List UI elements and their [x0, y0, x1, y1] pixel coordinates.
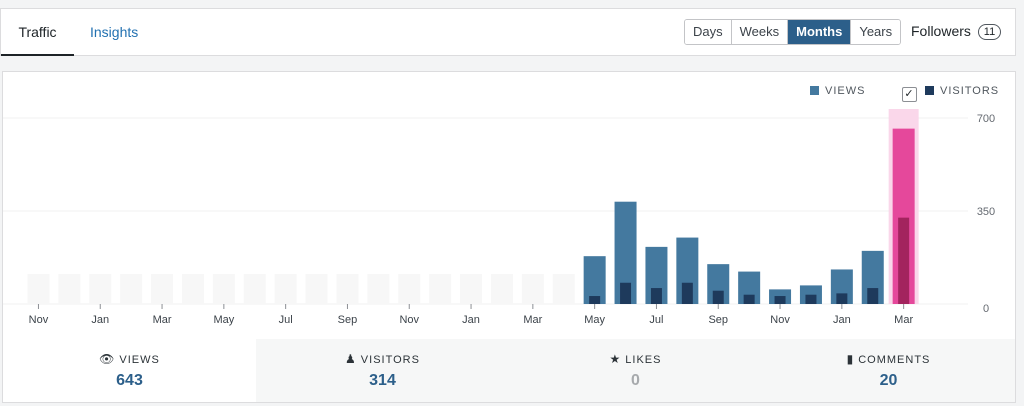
empty-bar[interactable]	[212, 274, 235, 304]
x-tick-label: Nov	[29, 314, 49, 326]
stat-tab-likes[interactable]: ★ LIKES 0	[509, 339, 762, 402]
empty-bar[interactable]	[490, 274, 513, 304]
views-bar[interactable]	[614, 201, 637, 304]
tab-traffic[interactable]: Traffic	[1, 9, 74, 56]
y-tick-label: 350	[977, 206, 995, 218]
period-selector: Days Weeks Months Years	[684, 19, 902, 45]
followers-link[interactable]: Followers 11	[911, 23, 1002, 40]
y-tick-label: 0	[983, 303, 989, 315]
stat-tab-views[interactable]: 👁 VIEWS 643	[3, 339, 256, 402]
empty-bar[interactable]	[120, 274, 143, 304]
x-tick-label: Sep	[338, 314, 358, 326]
stat-likes-value: 0	[631, 372, 640, 389]
stat-comments-label: COMMENTS	[858, 354, 931, 366]
visitors-bar	[681, 282, 693, 304]
legend-visitors-swatch	[925, 86, 934, 95]
views-bar[interactable]	[583, 256, 606, 304]
period-years-button[interactable]: Years	[851, 20, 901, 44]
period-weeks-button[interactable]: Weeks	[731, 20, 789, 44]
empty-bar[interactable]	[521, 274, 544, 304]
stat-tab-comments[interactable]: ▮ COMMENTS 20	[762, 339, 1015, 402]
empty-bar[interactable]	[398, 274, 421, 304]
stat-likes-label: LIKES	[625, 354, 662, 366]
stats-panel: VIEWS ✓ VISITORS 700 350 0 Nov Jan Mar May Jul Se…	[2, 71, 1016, 403]
person-icon: ♟	[345, 352, 357, 366]
visitors-bar	[743, 294, 755, 304]
empty-bar[interactable]	[58, 274, 81, 304]
empty-bar[interactable]	[274, 274, 297, 304]
visitors-bar	[836, 293, 848, 304]
stat-views-value: 643	[116, 372, 143, 389]
visitors-bar	[650, 288, 662, 304]
visitors-bar	[898, 217, 910, 304]
stat-visitors-label: VISITORS	[360, 354, 420, 366]
x-tick-label: Mar	[523, 314, 542, 326]
legend-views-label: VIEWS	[825, 85, 866, 97]
legend-views-swatch	[810, 86, 819, 95]
x-tick-label: Jan	[91, 314, 109, 326]
empty-bar[interactable]	[151, 274, 174, 304]
visitors-bar	[774, 296, 786, 304]
y-tick-label: 700	[977, 113, 995, 125]
empty-bar[interactable]	[367, 274, 390, 304]
followers-count-badge: 11	[977, 24, 1002, 40]
visitors-checkbox[interactable]: ✓	[902, 87, 917, 102]
empty-bar[interactable]	[429, 274, 452, 304]
x-tick-label: Mar	[153, 314, 172, 326]
top-navigation-bar: Traffic Insights Days Weeks Months Years…	[0, 8, 1016, 56]
visitors-bar	[620, 282, 632, 304]
visitors-bar	[805, 294, 817, 304]
empty-bar[interactable]	[89, 274, 112, 304]
empty-bar[interactable]	[243, 274, 266, 304]
legend-views: VIEWS	[810, 85, 865, 97]
visitors-bar	[712, 290, 724, 304]
followers-label: Followers	[911, 23, 971, 39]
x-tick-label: Nov	[770, 314, 790, 326]
star-icon: ★	[609, 352, 622, 366]
visitors-bar	[589, 296, 601, 304]
x-tick-label: Jan	[462, 314, 480, 326]
legend-visitors: ✓ VISITORS	[902, 85, 999, 102]
tab-insights[interactable]: Insights	[90, 24, 139, 40]
stats-summary: 👁 VIEWS 643 ♟ VISITORS 314 ★ LIKES 0 ▮ COMME…	[3, 339, 1015, 402]
empty-bar[interactable]	[305, 274, 328, 304]
x-tick-label: Jul	[649, 314, 663, 326]
x-tick-label: Jan	[833, 314, 851, 326]
period-months-button[interactable]: Months	[788, 20, 852, 44]
legend-visitors-label: VISITORS	[940, 85, 1000, 97]
stat-visitors-value: 314	[369, 372, 396, 389]
views-bar-chart: 700 350 0 Nov Jan Mar May Jul Sep Nov Jan Mar May Jul…	[3, 109, 995, 326]
stat-views-label: VIEWS	[119, 354, 160, 366]
x-tick-label: Sep	[708, 314, 728, 326]
empty-bar[interactable]	[336, 274, 359, 304]
comment-icon: ▮	[846, 352, 855, 366]
empty-bar[interactable]	[552, 274, 575, 304]
stat-tab-visitors[interactable]: ♟ VISITORS 314	[256, 339, 509, 402]
stat-comments-value: 20	[879, 372, 898, 389]
eye-icon: 👁	[99, 352, 116, 366]
empty-bar[interactable]	[181, 274, 204, 304]
x-tick-label: Jul	[279, 314, 293, 326]
x-tick-label: Mar	[894, 314, 913, 326]
empty-bar[interactable]	[27, 274, 50, 304]
x-tick-label: Nov	[399, 314, 419, 326]
visitors-bar	[867, 288, 879, 304]
empty-bar[interactable]	[460, 274, 483, 304]
x-tick-label: May	[584, 314, 605, 326]
x-tick-label: May	[213, 314, 234, 326]
period-days-button[interactable]: Days	[685, 20, 732, 44]
